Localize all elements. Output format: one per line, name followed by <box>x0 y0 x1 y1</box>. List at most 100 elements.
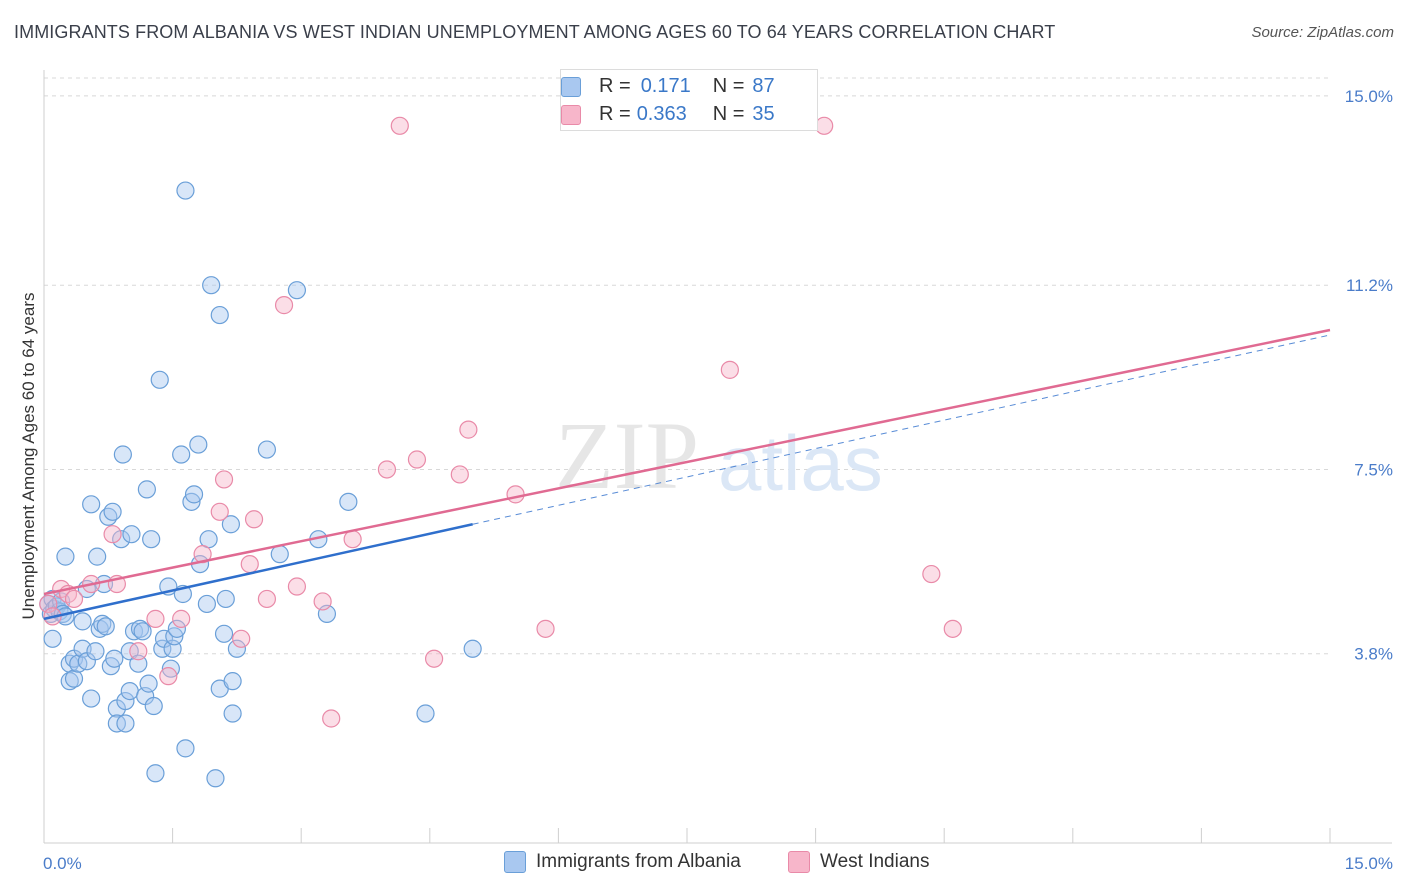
albania-point <box>463 639 482 658</box>
westindian-trend-line <box>43 328 1331 596</box>
stats-n-value: 35 <box>752 102 775 125</box>
stats-legend: R = 0.171 N = 87 R = 0.363 N = 35 <box>560 69 818 131</box>
albania-point <box>88 547 107 566</box>
albania-trend-line <box>43 523 473 621</box>
albania-point <box>105 649 124 668</box>
legend-albania-swatch <box>504 851 526 873</box>
westindian-point <box>146 609 165 628</box>
legend-westindian-label: West Indians <box>820 851 930 872</box>
albania-trend-dashed <box>472 334 1331 525</box>
albania-point <box>223 704 242 723</box>
watermark: ZIP atlas <box>555 402 883 509</box>
watermark-atlas: atlas <box>718 419 883 507</box>
westindian-point <box>129 642 148 661</box>
chart-title: IMMIGRANTS FROM ALBANIA VS WEST INDIAN U… <box>14 22 1056 42</box>
westindian-point <box>313 592 332 611</box>
labels-layer: 3.8% 7.5% 11.2% 15.0% 0.0% 15.0% <box>43 87 1393 873</box>
albania-point <box>339 492 358 511</box>
albania-point <box>129 654 148 673</box>
albania-point <box>103 502 122 521</box>
westindian-point <box>287 577 307 596</box>
albania-point <box>142 530 161 549</box>
albania-point <box>184 485 204 504</box>
y-tick-label: 11.2% <box>1346 276 1393 295</box>
westindian-point <box>390 116 409 135</box>
albania-point <box>176 739 195 758</box>
albania-point <box>182 492 201 511</box>
westindian-point <box>214 470 234 489</box>
x-tick-label: 0.0% <box>43 854 82 873</box>
albania-point <box>206 769 225 788</box>
albania-point <box>210 305 229 325</box>
albania-point <box>73 612 92 631</box>
albania-point <box>93 614 112 633</box>
albania-point <box>287 281 307 300</box>
albania-point <box>116 714 135 733</box>
westindian-point <box>450 465 469 484</box>
albania-point <box>221 515 240 534</box>
stats-row-westindian: R = 0.363 N = 35 <box>561 101 775 127</box>
westindian-point <box>172 609 191 628</box>
albania-point <box>86 642 105 661</box>
westindian-point <box>922 564 941 584</box>
albania-point <box>120 681 139 701</box>
westindian-point <box>377 460 397 479</box>
albania-point <box>189 435 208 454</box>
watermark-zip: ZIP <box>555 402 699 509</box>
westindian-point <box>536 619 555 638</box>
x-tick-label: 15.0% <box>1345 854 1393 873</box>
albania-point <box>202 276 221 295</box>
stats-n-label: N = <box>712 102 745 125</box>
points-layer <box>39 116 962 788</box>
stats-n-label: N = <box>712 74 745 97</box>
series-legend: Immigrants from Albania West Indians <box>0 851 1406 877</box>
westindian-point <box>720 360 739 379</box>
albania-point <box>56 547 75 566</box>
stats-n-value: 87 <box>752 74 775 97</box>
source-label: Source: ZipAtlas.com <box>1251 24 1394 41</box>
albania-point <box>416 704 435 723</box>
albania-point <box>146 764 165 783</box>
westindian-point <box>343 530 362 549</box>
albania-point <box>82 495 101 514</box>
albania-point <box>133 622 152 641</box>
westindian-point <box>159 667 178 686</box>
albania-point <box>161 659 180 678</box>
y-tick-label: 7.5% <box>1354 460 1393 479</box>
albania-point <box>113 445 132 464</box>
albania-point <box>144 696 163 716</box>
albania-point <box>122 525 141 544</box>
stats-r-label: R = <box>599 102 631 125</box>
legend-item-westindian[interactable]: West Indians <box>788 851 929 873</box>
legend-westindian-swatch <box>788 851 810 873</box>
westindian-point <box>322 709 341 728</box>
albania-point <box>197 594 216 614</box>
stats-r-value: 0.171 <box>640 74 691 97</box>
westindian-point <box>274 296 294 315</box>
westindian-point <box>506 485 525 504</box>
albania-point <box>112 530 131 549</box>
y-tick-label: 15.0% <box>1345 87 1393 106</box>
grid-layer <box>44 77 1330 655</box>
albania-point <box>82 689 101 708</box>
legend-item-albania[interactable]: Immigrants from Albania <box>504 851 741 873</box>
albania-point <box>64 669 84 688</box>
albania-swatch <box>561 77 581 97</box>
albania-point <box>176 181 195 200</box>
westindian-point <box>64 589 84 609</box>
albania-point <box>150 370 169 389</box>
westindian-point <box>103 525 122 544</box>
albania-point <box>130 619 150 638</box>
y-axis-label: Unemployment Among Ages 60 to 64 years <box>19 293 38 620</box>
stats-r-value: 0.363 <box>636 102 687 125</box>
trend-layer <box>43 328 1331 621</box>
westindian-point <box>424 649 444 668</box>
albania-point <box>137 480 156 499</box>
albania-point <box>167 619 186 638</box>
westindian-point <box>244 510 264 529</box>
albania-point <box>223 672 242 691</box>
stats-r-label: R = <box>599 74 631 97</box>
albania-point <box>214 624 234 643</box>
albania-point <box>172 445 191 464</box>
